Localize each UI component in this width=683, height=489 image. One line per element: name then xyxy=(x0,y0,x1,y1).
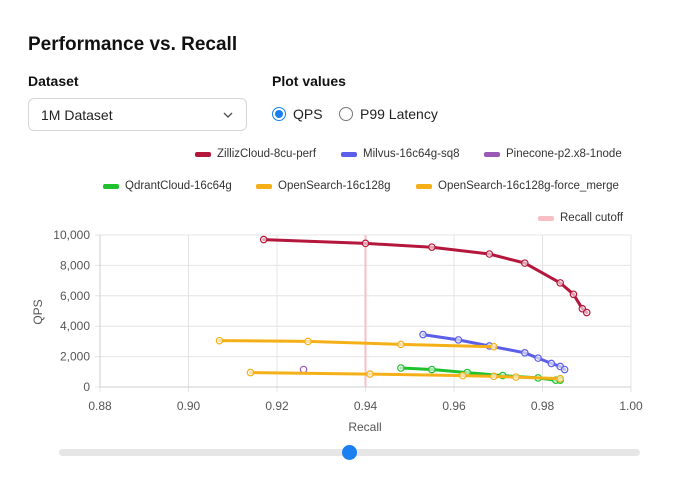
data-point xyxy=(490,342,498,351)
legend-swatch xyxy=(484,152,500,157)
data-point xyxy=(304,337,312,346)
data-point xyxy=(419,330,427,339)
legend-swatch xyxy=(103,184,119,189)
legend-label: ZillizCloud-8cu-perf xyxy=(217,148,317,160)
data-point xyxy=(556,279,565,287)
x-tick-label: 0.90 xyxy=(177,399,201,413)
y-tick-label: 6,000 xyxy=(60,289,90,303)
series-0 xyxy=(259,235,591,317)
page-title: Performance vs. Recall xyxy=(28,34,238,55)
chart-series xyxy=(215,235,591,384)
radio-qps-circle[interactable] xyxy=(272,107,286,121)
chart-tick-labels: 0.88 0.90 0.92 0.94 0.96 0.98 1.00 0 2,000 4,000 6… xyxy=(53,228,643,413)
series-4 xyxy=(215,336,498,351)
legend-label: Milvus-16c64g-sq8 xyxy=(363,148,460,160)
data-point xyxy=(520,259,529,267)
data-point xyxy=(454,336,463,344)
plot-values-label: Plot values xyxy=(272,73,346,89)
legend-label: Pinecone-p2.x8-1node xyxy=(506,148,622,160)
data-point xyxy=(459,371,467,380)
legend-label: Recall cutoff xyxy=(560,212,624,224)
series-line xyxy=(421,333,567,371)
chart-grid xyxy=(95,234,632,392)
legend-label: OpenSearch-16c128g xyxy=(278,180,391,192)
radio-qps-label: QPS xyxy=(293,106,323,122)
x-tick-label: 0.96 xyxy=(442,399,466,413)
data-point xyxy=(547,359,556,368)
radio-p99-latency-label: P99 Latency xyxy=(360,106,438,122)
x-tick-label: 0.94 xyxy=(354,399,378,413)
data-point xyxy=(512,373,520,381)
series-line xyxy=(218,339,496,349)
x-tick-label: 0.98 xyxy=(531,399,555,413)
data-point xyxy=(534,354,542,362)
data-point xyxy=(428,365,436,374)
series-line xyxy=(262,238,589,314)
slider-thumb[interactable] xyxy=(342,445,357,460)
data-point xyxy=(259,235,268,244)
legend-label: QdrantCloud-16c64g xyxy=(125,180,232,192)
data-point xyxy=(361,239,370,248)
data-point xyxy=(246,368,255,377)
x-tick-label: 0.92 xyxy=(265,399,289,413)
series-5 xyxy=(246,368,565,383)
legend-swatch xyxy=(341,152,357,157)
y-tick-label: 0 xyxy=(83,380,90,394)
data-point xyxy=(569,290,578,299)
y-tick-label: 8,000 xyxy=(60,258,90,272)
y-tick-label: 10,000 xyxy=(53,228,90,242)
data-point xyxy=(397,364,405,372)
series-1 xyxy=(419,330,569,374)
series-line xyxy=(249,371,562,381)
data-point xyxy=(490,372,498,381)
legend-label: OpenSearch-16c128g-force_merge xyxy=(438,180,619,192)
radio-p99-latency-circle[interactable] xyxy=(339,107,353,121)
x-tick-label: 0.88 xyxy=(88,399,112,413)
legend-swatch xyxy=(195,152,211,157)
y-axis-label: QPS xyxy=(31,299,45,324)
chart-axes xyxy=(99,235,631,388)
dataset-select-value: 1M Dataset xyxy=(41,107,113,123)
data-point xyxy=(397,340,405,349)
y-tick-label: 4,000 xyxy=(60,319,90,333)
data-point xyxy=(560,365,569,374)
data-point xyxy=(485,250,494,258)
legend-swatch xyxy=(538,216,554,221)
chevron-down-icon xyxy=(223,112,233,118)
data-point xyxy=(215,336,224,345)
x-axis-label: Recall xyxy=(348,420,381,434)
legend-swatch xyxy=(256,184,272,189)
data-point xyxy=(520,348,529,357)
dataset-select[interactable]: 1M Dataset xyxy=(28,98,247,131)
data-point xyxy=(556,374,565,383)
data-point xyxy=(428,243,436,251)
data-point xyxy=(582,308,591,317)
data-point xyxy=(366,370,374,378)
legend-swatch xyxy=(416,184,432,189)
x-tick-label: 1.00 xyxy=(619,399,643,413)
y-tick-label: 2,000 xyxy=(60,350,90,364)
dataset-label: Dataset xyxy=(28,73,79,89)
